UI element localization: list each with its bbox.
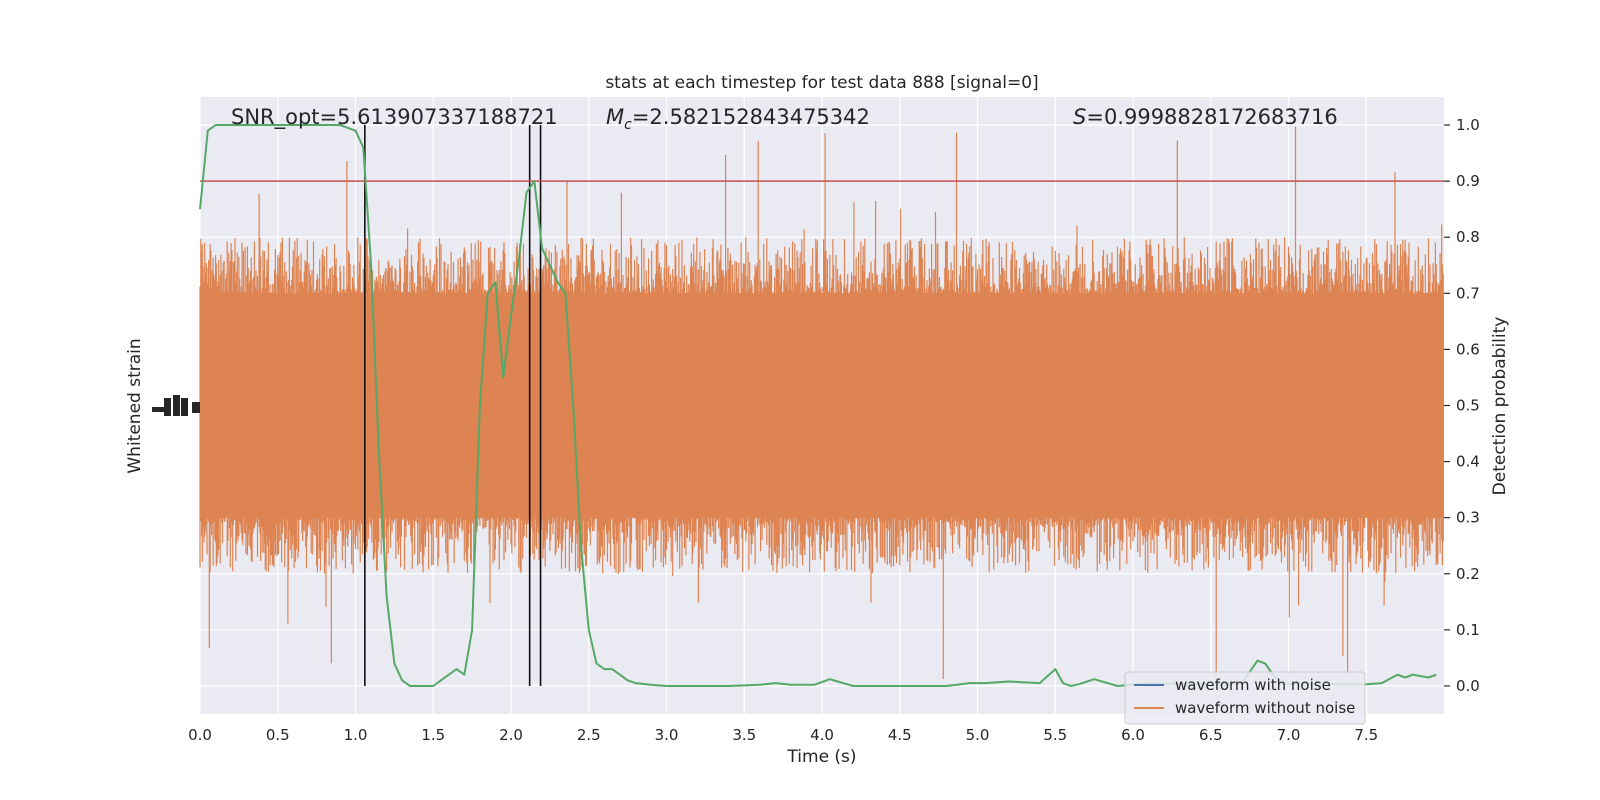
chirp-mass-subscript: c [624,117,632,133]
y-axis-right-ticks: 0.0 0.1 0.2 0.3 0.4 0.5 0.6 0.7 0.8 0.9 1.0 [1444,116,1480,695]
x-tick-label: 5.0 [966,726,990,744]
left-axis-tick-labels [152,395,200,416]
x-tick-label: 4.5 [888,726,912,744]
x-tick-label: 3.5 [732,726,756,744]
chart-title: stats at each timestep for test data 888… [605,73,1038,93]
y-tick-label: 0.8 [1456,228,1480,246]
legend-label-with-noise: waveform with noise [1175,676,1331,694]
legend: waveform with noise waveform without noi… [1124,671,1366,725]
x-tick-label: 2.5 [577,726,601,744]
x-tick-label: 6.5 [1199,726,1223,744]
y-tick-label: 0.9 [1456,172,1480,190]
x-axis-label: Time (s) [786,747,856,767]
legend-label-without-noise: waveform without noise [1175,699,1355,717]
vertical-markers [364,125,542,686]
s-symbol: S [1073,105,1086,129]
x-tick-label: 1.0 [344,726,368,744]
y-tick-label: 0.5 [1456,397,1480,415]
snr-annotation: SNR_opt=5.613907337188721 [231,105,558,130]
x-tick-label: 7.0 [1277,726,1301,744]
y-tick-label: 0.1 [1456,621,1480,639]
s-annotation: S=0.9998828172683716 [1073,105,1338,129]
x-tick-label: 7.5 [1354,726,1378,744]
noise-band-spikes [199,126,1444,679]
x-tick-label: 0.0 [188,726,212,744]
noise-band [199,126,1444,679]
y-tick-label: 0.2 [1456,565,1480,583]
x-axis-ticks: 0.0 0.5 1.0 1.5 2.0 2.5 3.0 3.5 4.0 4.5 5.0 5.5 6.0 6… [188,726,1378,744]
legend-box [1124,671,1366,725]
y-tick-label: 0.6 [1456,340,1480,358]
x-tick-label: 3.0 [655,726,679,744]
chirp-mass-value: =2.582152843475342 [632,105,870,129]
chirp-mass-symbol: M [606,105,624,129]
x-tick-label: 1.5 [421,726,445,744]
y-axis-right-label: Detection probability [1490,317,1510,496]
x-tick-label: 0.5 [266,726,290,744]
y-axis-left-label: Whitened strain [125,338,145,473]
chirp-mass-annotation: Mc=2.582152843475342 [606,105,870,133]
y-tick-label: 0.7 [1456,284,1480,302]
x-tick-label: 2.0 [499,726,523,744]
y-tick-label: 0.3 [1456,509,1480,527]
s-value: =0.9998828172683716 [1086,105,1337,129]
y-tick-label: 0.4 [1456,453,1480,471]
x-tick-label: 6.0 [1121,726,1145,744]
y-tick-label: 1.0 [1456,116,1480,134]
x-tick-label: 5.5 [1043,726,1067,744]
y-tick-label: 0.0 [1456,677,1480,695]
x-tick-label: 4.0 [810,726,834,744]
